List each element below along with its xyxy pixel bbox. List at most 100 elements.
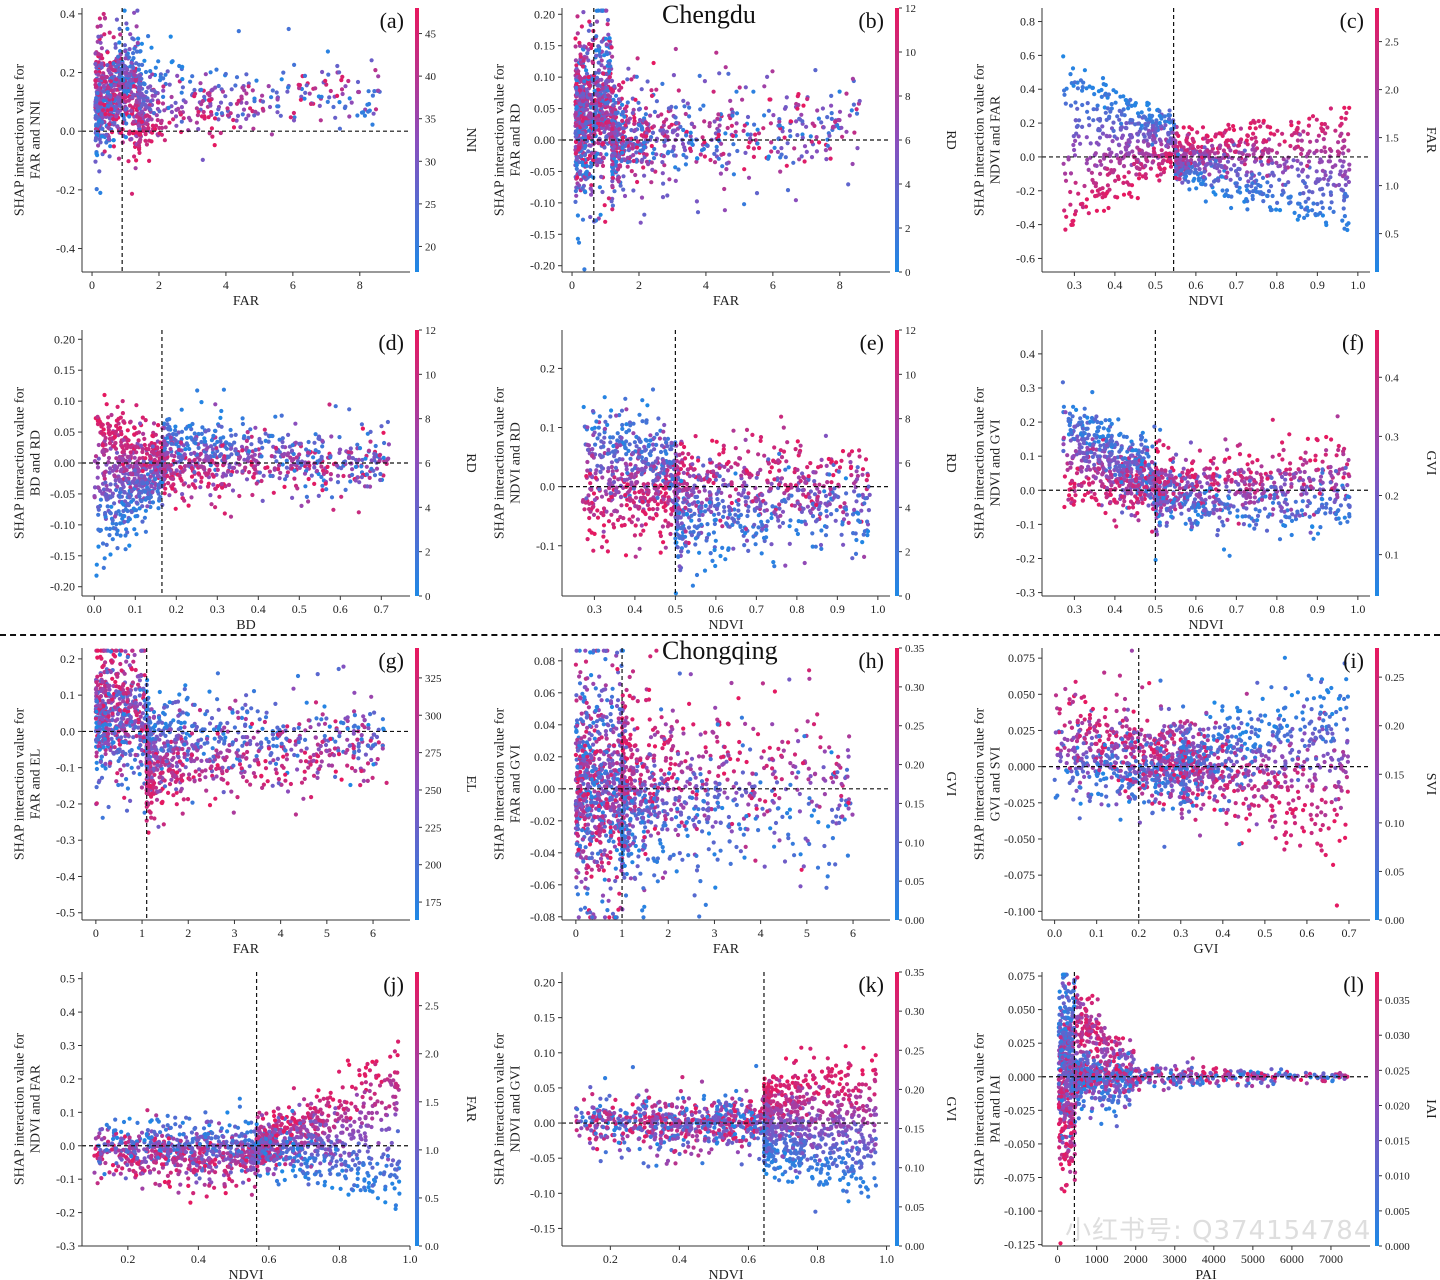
data-point [716,112,721,117]
data-point [687,105,692,110]
data-point [743,150,748,155]
data-point [1343,116,1348,121]
data-point [208,70,213,75]
data-point [340,91,345,97]
data-point [286,451,291,456]
data-point [1125,180,1130,185]
data-point [114,17,119,22]
data-point [285,89,290,94]
data-point [114,522,119,527]
data-point [1197,167,1202,172]
data-point [134,158,139,163]
data-point [171,117,176,122]
x-tick-label: 2 [156,278,162,292]
data-point [577,145,582,150]
data-point [1333,163,1338,168]
data-point [116,99,121,104]
data-point [136,36,141,41]
data-point [755,127,760,132]
data-point [369,458,374,463]
data-point [1117,160,1122,165]
data-point [291,118,297,123]
data-point [114,77,119,82]
data-point [777,119,782,124]
data-point [142,442,147,448]
data-point [1298,161,1304,166]
data-point [716,156,721,161]
data-point [607,69,612,74]
data-point [600,86,605,91]
data-point [1133,122,1138,127]
data-point [697,73,702,78]
data-point [1183,175,1188,180]
data-point [609,45,614,50]
data-point [207,98,213,103]
data-point [609,199,614,204]
y-tick-label: -0.2 [56,183,75,197]
data-point [132,154,137,159]
data-point [636,122,642,127]
data-point [306,476,311,482]
colorbar-tick-label: 40 [425,71,437,83]
data-point [1228,167,1234,172]
data-point [372,451,377,456]
data-point [359,464,364,469]
data-point [99,46,104,51]
data-point [1341,138,1346,143]
data-point [101,11,106,17]
data-point [276,463,282,468]
data-point [701,103,706,108]
data-point [688,134,693,139]
data-point [252,99,257,104]
data-point [1225,143,1230,148]
data-point [356,457,361,462]
data-point [721,151,726,156]
data-point [1307,189,1312,194]
data-point [125,428,130,433]
data-point [586,128,592,133]
data-point [1295,217,1300,222]
data-point [605,22,610,27]
data-point [106,137,112,142]
data-point [661,120,667,125]
data-point [665,193,670,198]
data-point [333,115,338,120]
data-point [1151,123,1156,128]
data-point [794,119,799,124]
data-point [112,83,117,88]
data-point [139,41,144,46]
data-point [133,78,138,83]
data-point [140,62,145,67]
data-point [177,473,182,478]
data-point [1122,174,1127,179]
data-point [385,419,390,425]
data-point [850,76,856,81]
data-point [640,127,645,132]
data-point [1217,169,1222,174]
data-point [104,140,109,145]
data-point [1194,186,1199,191]
data-point [1184,165,1189,170]
data-point [269,95,274,100]
data-point [161,84,166,89]
data-point [711,89,716,94]
data-point [148,69,153,74]
data-point [779,152,784,157]
data-point [108,495,113,500]
data-point [1100,124,1105,129]
data-point [1086,167,1091,172]
data-point [673,46,678,52]
data-point [316,94,321,99]
data-point [267,104,273,110]
data-point [101,84,106,89]
data-point [130,36,135,41]
data-point [1328,106,1333,111]
data-point [1211,179,1217,184]
data-point [639,195,645,200]
data-point [234,101,240,106]
data-point [370,93,375,98]
colorbar-tick-label: 6 [905,135,911,147]
data-point [651,156,657,161]
data-point [685,101,690,106]
data-point [1347,162,1352,167]
